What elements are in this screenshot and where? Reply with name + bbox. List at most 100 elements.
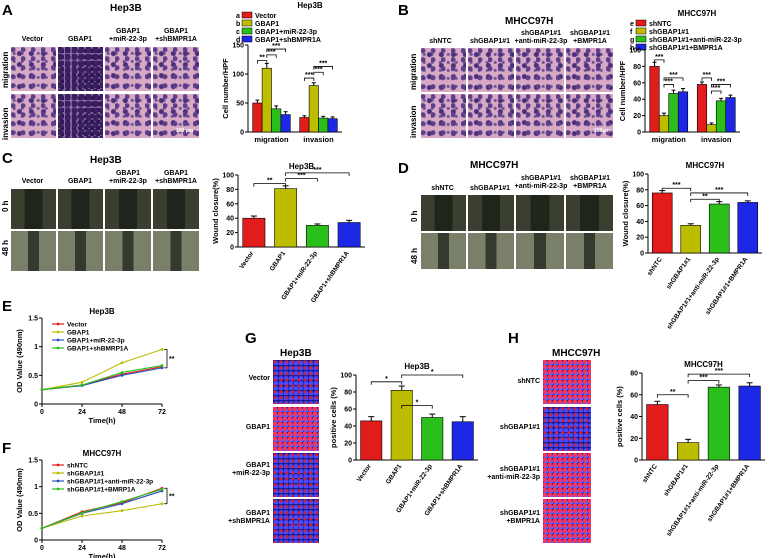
x-tick-label: invasion <box>701 135 732 144</box>
y-tick-label: 40 <box>344 424 352 431</box>
y-axis-label: Wound closure(%) <box>621 180 630 246</box>
micrograph <box>57 46 104 92</box>
data-point <box>120 502 124 506</box>
y-tick-label: 1 <box>34 484 38 491</box>
significance-bracket <box>313 71 324 76</box>
y-tick-label: 80 <box>344 390 352 397</box>
wound-image <box>420 232 467 270</box>
micrograph <box>104 93 152 139</box>
significance-label: ** <box>169 356 175 363</box>
y-tick-label: 100 <box>340 373 352 380</box>
micrograph <box>515 93 565 139</box>
bar <box>680 225 702 254</box>
wound-image <box>515 194 565 232</box>
y-tick-label: 0 <box>348 458 352 465</box>
bar <box>337 222 361 248</box>
bar <box>305 225 329 248</box>
data-point <box>120 361 124 365</box>
legend-swatch <box>635 27 647 35</box>
bar <box>649 66 660 133</box>
y-tick-label: 1.5 <box>28 458 38 465</box>
scale-bar-label: 100μm <box>594 128 610 134</box>
y-tick-label: 0.5 <box>28 511 38 518</box>
legend-label: Vector <box>67 322 87 329</box>
panel-a-title: Hep3B <box>110 3 142 14</box>
significance-bracket <box>687 373 751 378</box>
legend-marker <box>56 346 60 350</box>
significance-label: *** <box>665 78 673 85</box>
y-tick-label: 20 <box>630 436 638 443</box>
fluorescence-image <box>542 359 592 405</box>
y-tick-label: 1 <box>34 344 38 351</box>
chart-title: Hep3B <box>289 162 315 171</box>
fluorescence-image <box>542 406 592 452</box>
wound-image <box>565 194 614 232</box>
micrograph <box>10 46 57 92</box>
legend-marker <box>56 471 60 475</box>
fluorescence-image <box>542 452 592 498</box>
data-point <box>160 502 164 506</box>
legend-key: c <box>236 29 240 36</box>
legend-swatch <box>241 11 253 19</box>
legend-label: shGBAP1#1+BMPR1A <box>649 45 723 52</box>
bar <box>274 188 298 248</box>
legend-label: shGBAP1#1+BMRP1A <box>67 487 136 494</box>
x-tick-label: 48 <box>118 545 126 552</box>
significance-bracket <box>711 84 731 88</box>
micrograph <box>420 47 467 93</box>
significance-label: *** <box>672 182 680 189</box>
significance-label: *** <box>272 43 280 50</box>
legend-label: GBAP1 <box>67 330 90 337</box>
data-point <box>120 371 124 374</box>
significance-label: *** <box>703 72 711 79</box>
col-label: shGBAP1#1 <box>469 38 511 45</box>
y-axis-label: positive cells (%) <box>615 386 624 447</box>
legend-label: Vector <box>255 13 277 20</box>
y-axis-label: Cell number/HPF <box>221 58 230 119</box>
legend-label: GBAP1+miR-22-3p <box>67 338 125 345</box>
legend-swatch <box>635 19 647 27</box>
significance-label: *** <box>715 187 723 194</box>
x-tick-label: shGBAP1#1 <box>663 463 690 498</box>
legend-label: shNTC <box>67 463 88 470</box>
fluorescence-image <box>272 452 320 498</box>
data-point <box>160 487 164 491</box>
significance-label: ** <box>702 193 708 200</box>
wound-image <box>565 232 614 270</box>
panel-label-e: E <box>2 298 13 315</box>
y-axis-label: positive cells (%) <box>329 387 338 448</box>
x-tick-label: migration <box>652 135 687 144</box>
fluorescence-image <box>272 406 320 452</box>
panel-b-title: MHCC97H <box>505 16 554 27</box>
legend-label: shGBAP1#1 <box>67 471 105 478</box>
wound-image <box>515 232 565 270</box>
micrograph <box>10 93 57 139</box>
x-tick-label: GBAP1+miR-22-3p <box>280 250 319 301</box>
bar <box>706 124 717 133</box>
x-tick-label: GBAP1 <box>269 250 288 273</box>
x-tick-label: 72 <box>158 545 166 552</box>
y-tick-label: 60 <box>226 201 234 208</box>
legend-label: GBAP1 <box>255 21 279 28</box>
y-axis-label: OD Value (490nm) <box>15 468 24 532</box>
significance-bracket <box>701 77 712 81</box>
chart-title: Hep3B <box>297 1 323 10</box>
significance-bracket <box>690 192 749 196</box>
x-tick-label: migration <box>254 135 289 144</box>
y-tick-label: 60 <box>344 407 352 414</box>
col-label: Vector <box>21 36 44 43</box>
bar <box>646 404 669 461</box>
bar <box>390 389 413 461</box>
legend-key: b <box>236 21 240 28</box>
x-axis-label: Time(h) <box>89 416 116 425</box>
significance-bracket <box>370 381 403 385</box>
legend-marker <box>56 463 60 467</box>
y-axis-label: Cell number/HPF <box>618 60 627 121</box>
legend-key: a <box>236 13 240 20</box>
row-label: GBAP1 +shBMPR1A <box>228 510 270 525</box>
x-tick-label: 24 <box>78 409 86 416</box>
legend-label: shGBAP1#1+anti-miR-22-3p <box>649 37 742 44</box>
panel-label-b: B <box>398 2 409 19</box>
data-point <box>40 526 44 530</box>
scale-bar-label: 100 μm <box>176 128 194 134</box>
